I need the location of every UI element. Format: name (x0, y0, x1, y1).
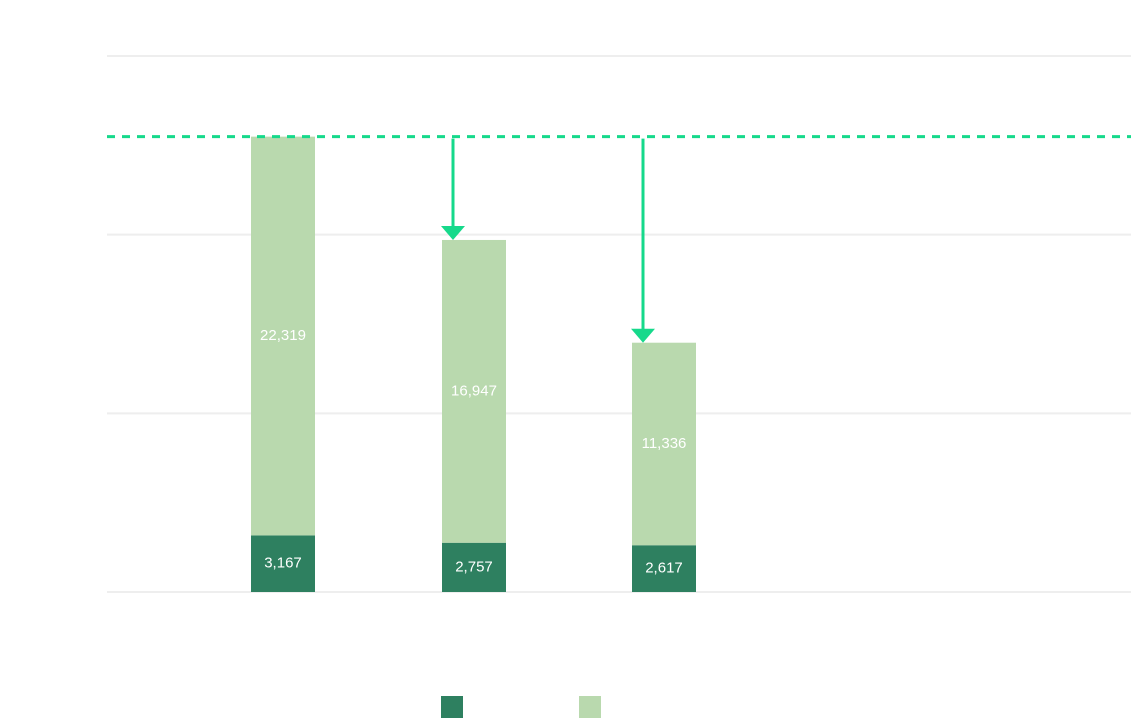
bars (251, 136, 696, 592)
bar-label-0-1: 22,319 (260, 327, 306, 344)
bar-segment-2-1 (632, 342, 696, 546)
bar-label-0-0: 3,167 (264, 555, 302, 572)
bar-label-2-0: 2,617 (645, 560, 683, 577)
bar-label-1-1: 16,947 (451, 382, 497, 399)
bar-label-1-0: 2,757 (455, 558, 493, 575)
reduction-arrow-head-1 (631, 328, 655, 343)
bar-segment-1-1 (442, 239, 506, 543)
reduction-arrows (441, 138, 655, 343)
legend-swatch-1 (579, 696, 601, 718)
bar-segment-0-1 (251, 136, 315, 536)
bar-segment-0-0 (251, 535, 315, 592)
bar-segment-2-0 (632, 545, 696, 592)
bar-segment-1-0 (442, 542, 506, 592)
reduction-arrow-head-0 (441, 225, 465, 240)
bar-label-2-1: 11,336 (642, 435, 687, 452)
bar-labels: 3,167 22,319 2,757 16,947 2,617 11,336 (260, 327, 686, 577)
legend (441, 696, 601, 718)
legend-swatch-0 (441, 696, 463, 718)
